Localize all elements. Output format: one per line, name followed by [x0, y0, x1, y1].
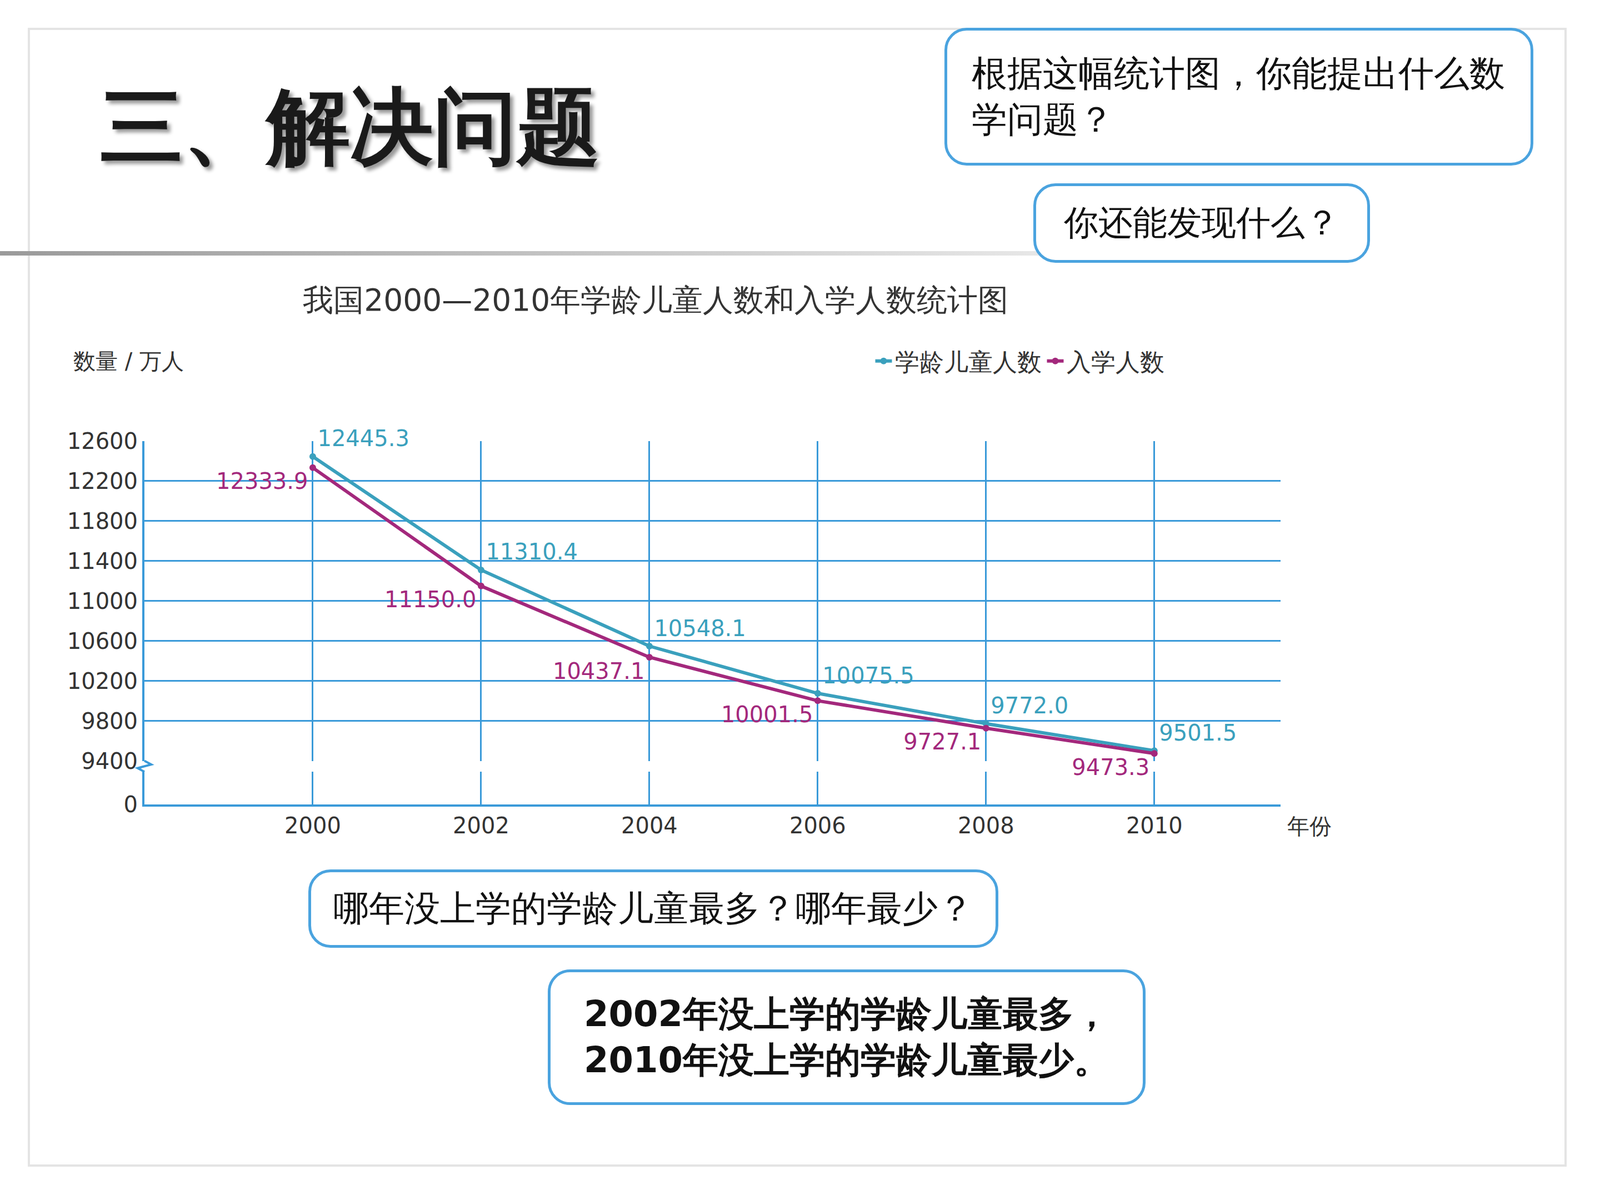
svg-text:11150.0: 11150.0 — [384, 586, 477, 613]
svg-text:11800: 11800 — [67, 508, 138, 534]
svg-text:2006: 2006 — [789, 812, 847, 839]
html-text:根据这幅统计图，你能提出什么数学问题？: 根据这幅统计图，你能提出什么数学问题？ — [971, 52, 1505, 141]
svg-text:10548.1: 10548.1 — [653, 615, 746, 642]
svg-text:9772.0: 9772.0 — [990, 692, 1069, 719]
svg-text:12333.9: 12333.9 — [216, 468, 308, 494]
svg-text:12445.3: 12445.3 — [317, 425, 409, 452]
html-text:2010年没上学的学龄儿童最少。: 2010年没上学的学龄儿童最少。 — [583, 1039, 1110, 1081]
svg-text:我国2000—2010年学龄儿童人数和入学人数统计图: 我国2000—2010年学龄儿童人数和入学人数统计图 — [302, 282, 1009, 318]
svg-text:11400: 11400 — [67, 548, 138, 574]
svg-text:10600: 10600 — [67, 628, 138, 654]
svg-text:9501.5: 9501.5 — [1158, 720, 1237, 746]
svg-text:10200: 10200 — [67, 668, 138, 694]
html-text:你还能发现什么？: 你还能发现什么？ — [1063, 202, 1340, 243]
svg-text:入学人数: 入学人数 — [1066, 347, 1165, 377]
svg-text:11000: 11000 — [67, 588, 138, 614]
svg-text:9473.3: 9473.3 — [1071, 754, 1150, 780]
svg-text:10001.5: 10001.5 — [721, 701, 813, 728]
svg-text:10075.5: 10075.5 — [822, 662, 914, 689]
svg-text:9400: 9400 — [81, 748, 138, 774]
svg-text:9727.1: 9727.1 — [903, 728, 982, 755]
svg-text:9800: 9800 — [81, 708, 138, 734]
svg-text:2008: 2008 — [957, 812, 1015, 839]
svg-text:12200: 12200 — [67, 468, 138, 494]
svg-text:11310.4: 11310.4 — [485, 538, 578, 565]
svg-text:2010: 2010 — [1126, 812, 1183, 839]
svg-text:2000: 2000 — [284, 812, 342, 839]
svg-text:2004: 2004 — [621, 812, 678, 839]
svg-text:2002: 2002 — [452, 812, 510, 839]
html-text:哪年没上学的学龄儿童最多？哪年最少？: 哪年没上学的学龄儿童最多？哪年最少？ — [333, 887, 974, 929]
svg-text:学龄儿童人数: 学龄儿童人数 — [895, 347, 1042, 377]
svg-text:年份: 年份 — [1287, 813, 1332, 839]
svg-text:0: 0 — [123, 791, 138, 818]
svg-text:10437.1: 10437.1 — [552, 658, 645, 684]
svg-text:12600: 12600 — [67, 428, 138, 454]
svg-text:数量 / 万人: 数量 / 万人 — [73, 348, 184, 374]
html-text:2002年没上学的学龄儿童最多，: 2002年没上学的学龄儿童最多， — [583, 993, 1110, 1035]
html-text:三、解决问题: 三、解决问题 — [100, 78, 600, 175]
